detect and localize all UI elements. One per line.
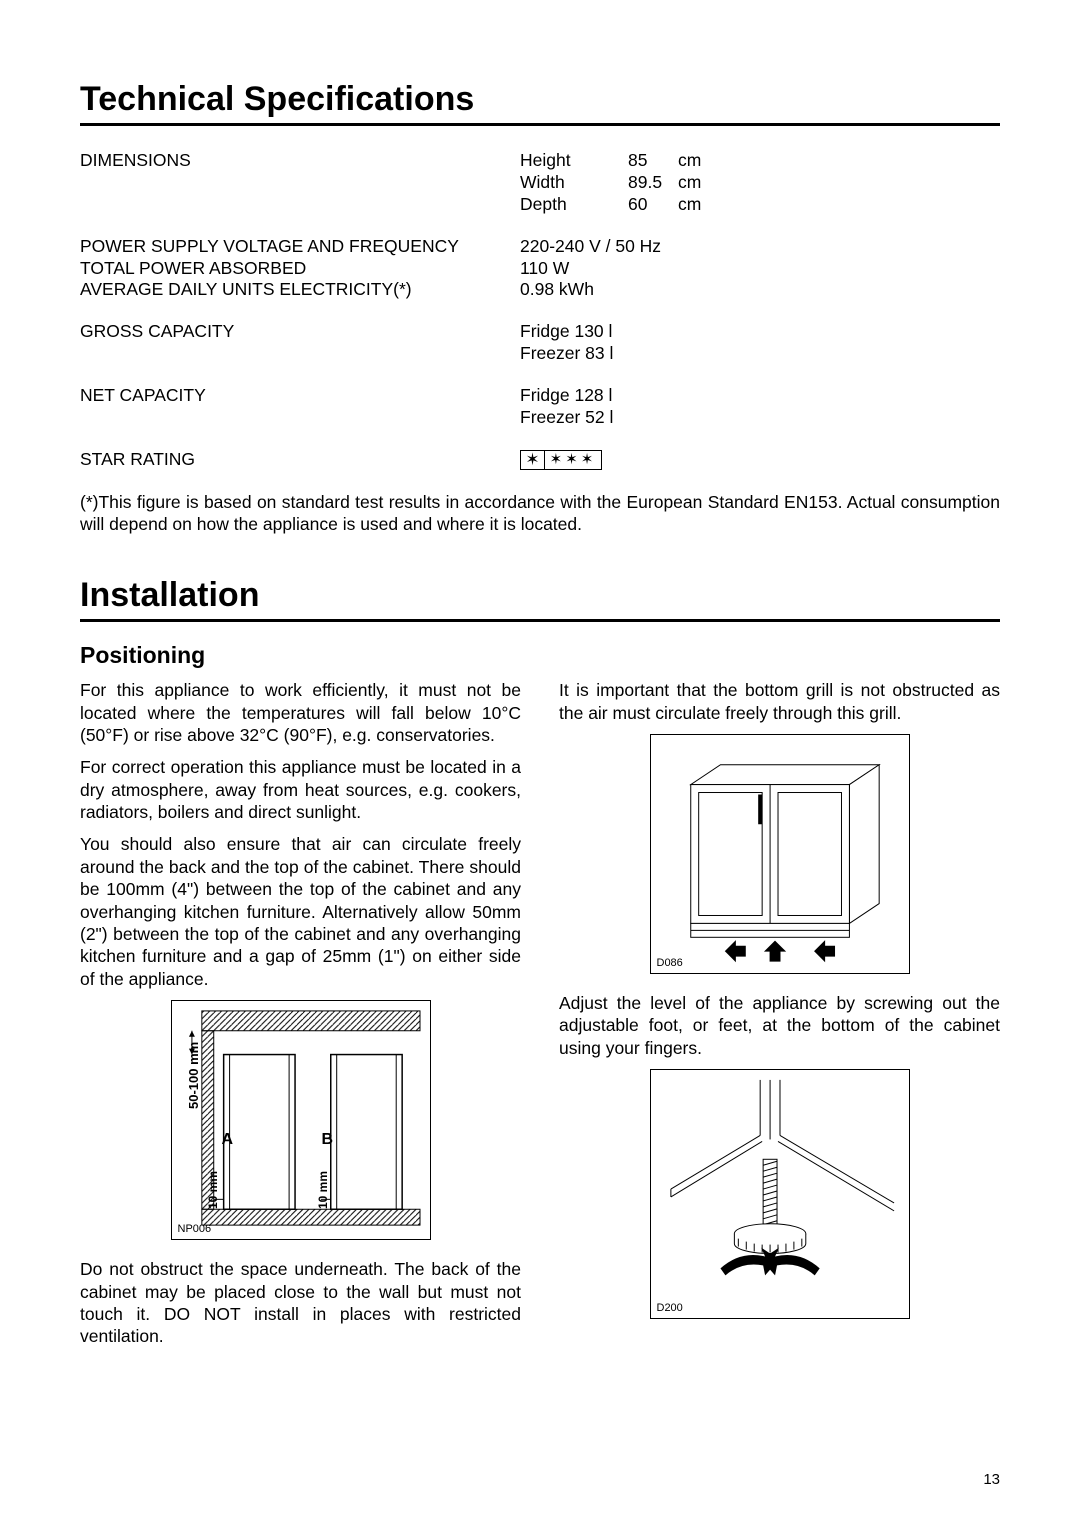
dim-width-unit: cm bbox=[678, 172, 701, 194]
label-avg-daily: AVERAGE DAILY UNITS ELECTRICITY(*) bbox=[80, 279, 520, 301]
footnote-text: (*)This figure is based on standard test… bbox=[80, 491, 1000, 537]
spec-net-capacity: NET CAPACITY Fridge 128 l Freezer 52 l bbox=[80, 385, 1000, 429]
positioning-right-column: It is important that the bottom grill is… bbox=[559, 679, 1000, 1358]
positioning-p6: Adjust the level of the appliance by scr… bbox=[559, 992, 1000, 1059]
star-rating-icon bbox=[520, 450, 602, 470]
fig-label-a: A bbox=[222, 1131, 234, 1149]
fig-d200-label: D200 bbox=[657, 1302, 683, 1314]
dim-width-label: Width bbox=[520, 172, 628, 194]
dim-depth-value: 60 bbox=[628, 194, 678, 216]
spec-dimensions: DIMENSIONS Height 85 cm Width 89.5 cm De… bbox=[80, 150, 1000, 216]
dim-depth-unit: cm bbox=[678, 194, 701, 216]
tech-spec-heading: Technical Specifications bbox=[80, 80, 1000, 126]
fig-gap-side-b: 10 mm bbox=[316, 1171, 330, 1209]
spec-gross-capacity: GROSS CAPACITY Fridge 130 l Freezer 83 l bbox=[80, 321, 1000, 365]
positioning-p2: For correct operation this appliance mus… bbox=[80, 756, 521, 823]
dim-height-label: Height bbox=[520, 150, 628, 172]
positioning-p3: You should also ensure that air can circ… bbox=[80, 833, 521, 990]
gross-fridge: Fridge 130 l bbox=[520, 321, 1000, 343]
positioning-p1: For this appliance to work efficiently, … bbox=[80, 679, 521, 746]
label-net-cap: NET CAPACITY bbox=[80, 385, 520, 429]
net-fridge: Fridge 128 l bbox=[520, 385, 1000, 407]
label-total-power: TOTAL POWER ABSORBED bbox=[80, 258, 520, 280]
positioning-left-column: For this appliance to work efficiently, … bbox=[80, 679, 521, 1358]
label-dimensions: DIMENSIONS bbox=[80, 150, 520, 216]
installation-heading: Installation bbox=[80, 576, 1000, 622]
positioning-p4: Do not obstruct the space underneath. Th… bbox=[80, 1258, 521, 1348]
fig-gap-side-a: 10 mm bbox=[206, 1171, 220, 1209]
spec-power: POWER SUPPLY VOLTAGE AND FREQUENCY 220-2… bbox=[80, 236, 1000, 302]
value-avg-daily: 0.98 kWh bbox=[520, 279, 1000, 301]
dim-height-unit: cm bbox=[678, 150, 701, 172]
value-power-supply: 220-240 V / 50 Hz bbox=[520, 236, 1000, 258]
positioning-heading: Positioning bbox=[80, 642, 1000, 669]
spec-star-rating: STAR RATING bbox=[80, 449, 1000, 471]
dim-depth-label: Depth bbox=[520, 194, 628, 216]
dim-height-value: 85 bbox=[628, 150, 678, 172]
value-total-power: 110 W bbox=[520, 258, 1000, 280]
figure-adjustable-foot: D200 bbox=[650, 1069, 910, 1319]
fig-gap-top: 50-100 mm bbox=[186, 1042, 201, 1109]
gross-freezer: Freezer 83 l bbox=[520, 343, 1000, 365]
page-number: 13 bbox=[983, 1471, 1000, 1488]
fig-label-b: B bbox=[322, 1131, 334, 1149]
net-freezer: Freezer 52 l bbox=[520, 407, 1000, 429]
label-gross-cap: GROSS CAPACITY bbox=[80, 321, 520, 365]
label-star-rating: STAR RATING bbox=[80, 449, 520, 471]
dim-width-value: 89.5 bbox=[628, 172, 678, 194]
figure-bottom-grill: D086 bbox=[650, 734, 910, 974]
fig-d086-label: D086 bbox=[657, 957, 683, 969]
fig-np006-label: NP006 bbox=[178, 1223, 212, 1235]
figure-clearance-diagram: 50-100 mm A B 10 mm 10 mm NP006 bbox=[171, 1000, 431, 1240]
label-power-supply: POWER SUPPLY VOLTAGE AND FREQUENCY bbox=[80, 236, 520, 258]
positioning-p5: It is important that the bottom grill is… bbox=[559, 679, 1000, 724]
